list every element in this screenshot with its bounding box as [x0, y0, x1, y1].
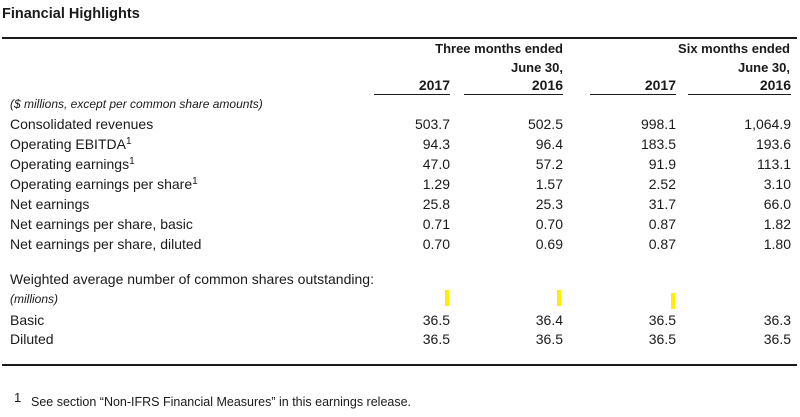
row-label: Operating EBITDA1: [10, 136, 132, 152]
value-cell: 113.1: [757, 156, 791, 172]
value-cell: 1.82: [763, 216, 791, 232]
row-label: Basic: [10, 312, 45, 328]
row-label: Net earnings per share, basic: [10, 216, 193, 232]
highlight-mark: [671, 293, 675, 309]
value-cell: 0.71: [422, 216, 450, 232]
page-title: Financial Highlights: [2, 6, 140, 22]
value-cell: 0.69: [535, 236, 563, 252]
value-cell: 57.2: [535, 156, 563, 172]
value-cell: 96.4: [535, 136, 563, 152]
value-cell: 36.5: [422, 331, 450, 347]
year-underline-6m-2016: [688, 94, 791, 95]
value-cell: 47.0: [422, 156, 450, 172]
value-cell: 2.52: [648, 176, 676, 192]
value-cell: 36.4: [535, 312, 563, 328]
footnote-ref: 1: [125, 136, 132, 147]
table-row: Net earnings 25.8 25.3 31.7 66.0: [0, 196, 800, 216]
value-cell: 183.5: [640, 136, 676, 152]
value-cell: 503.7: [414, 116, 450, 132]
row-label: Diluted: [10, 331, 54, 347]
footnote-text: See section “Non-IFRS Financial Measures…: [31, 395, 412, 409]
value-cell: 94.3: [422, 136, 450, 152]
three-months-header-line2: June 30,: [510, 60, 563, 75]
table-row: Net earnings per share, diluted 0.70 0.6…: [0, 236, 800, 256]
year-header-3m-2016: 2016: [531, 77, 563, 93]
value-cell: 25.8: [422, 196, 450, 212]
value-cell: 31.7: [648, 196, 676, 212]
highlight-mark: [557, 290, 561, 306]
value-cell: 0.87: [648, 236, 676, 252]
value-cell: 1,064.9: [744, 116, 791, 132]
six-months-header-line2: June 30,: [737, 60, 790, 75]
footnote-ref: 1: [192, 176, 198, 187]
three-months-header: Three months ended June 30,: [263, 39, 563, 77]
table-row: Operating EBITDA1 94.3 96.4 183.5 193.6: [0, 136, 800, 156]
footnote-ref: 1: [129, 156, 135, 167]
year-underline-6m-2017: [590, 94, 676, 95]
value-cell: 25.3: [535, 196, 563, 212]
row-label: Net earnings per share, diluted: [10, 236, 202, 252]
shares-unit-note: (millions): [10, 292, 58, 306]
table-row: Net earnings per share, basic 0.71 0.70 …: [0, 216, 800, 236]
value-cell: 36.5: [422, 312, 450, 328]
year-underline-3m-2017: [374, 94, 450, 95]
table-row: Basic 36.5 36.4 36.5 36.3: [0, 312, 800, 332]
year-header-3m-2017: 2017: [418, 77, 450, 93]
year-underline-3m-2016: [464, 94, 563, 95]
value-cell: 0.70: [422, 236, 450, 252]
value-cell: 1.57: [535, 176, 563, 192]
value-cell: 91.9: [648, 156, 676, 172]
value-cell: 0.70: [535, 216, 563, 232]
six-months-header-line1: Six months ended: [678, 41, 790, 56]
year-header-6m-2017: 2017: [644, 77, 676, 93]
value-cell: 36.3: [763, 312, 791, 328]
value-cell: 36.5: [535, 331, 563, 347]
shares-section-heading: Weighted average number of common shares…: [10, 271, 374, 287]
row-label: Operating earnings1: [10, 156, 135, 172]
value-cell: 502.5: [527, 116, 563, 132]
value-cell: 36.5: [648, 312, 676, 328]
value-cell: 36.5: [763, 331, 791, 347]
year-header-6m-2016: 2016: [759, 77, 791, 93]
value-cell: 1.29: [422, 176, 450, 192]
row-label: Consolidated revenues: [10, 116, 154, 132]
value-cell: 3.10: [763, 176, 791, 192]
value-cell: 193.6: [755, 136, 791, 152]
value-cell: 66.0: [763, 196, 791, 212]
table-row: Operating earnings1 47.0 57.2 91.9 113.1: [0, 156, 800, 176]
highlight-mark: [445, 290, 449, 306]
row-label: Operating earnings per share1: [10, 176, 198, 192]
table-row: Diluted 36.5 36.5 36.5 36.5: [0, 331, 800, 351]
table-row: Operating earnings per share1 1.29 1.57 …: [0, 176, 800, 196]
value-cell: 0.87: [648, 216, 676, 232]
table-row: Consolidated revenues 503.7 502.5 998.1 …: [0, 116, 800, 136]
units-note: ($ millions, except per common share amo…: [10, 97, 263, 111]
value-cell: 998.1: [640, 116, 676, 132]
three-months-header-line1: Three months ended: [435, 41, 563, 56]
top-rule: [2, 37, 797, 39]
value-cell: 36.5: [648, 331, 676, 347]
six-months-header: Six months ended June 30,: [490, 39, 790, 77]
value-cell: 1.80: [763, 236, 791, 252]
row-label: Net earnings: [10, 196, 90, 212]
bottom-rule: [2, 364, 797, 366]
footnote-number: 1: [14, 390, 22, 405]
